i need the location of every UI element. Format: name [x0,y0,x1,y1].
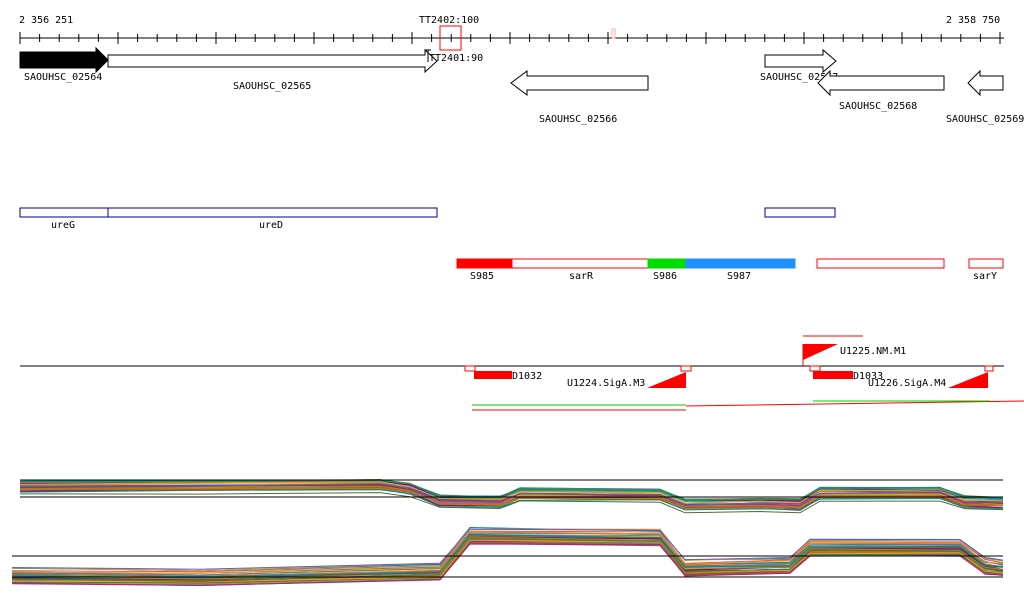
srna-label-sary: sarY [973,271,997,282]
srna-box-sary[interactable] [968,258,1004,269]
gene-arrow-saouhsc-02565[interactable] [107,48,438,74]
operon-box-ured[interactable] [107,207,438,218]
gene-label-saouhsc-02568: SAOUHSC_02568 [839,101,917,112]
expression-line [11,531,1004,574]
coverage-line-red-1 [685,400,1024,407]
expression-lines-2 [11,526,1004,587]
gene-arrow-saouhsc-02568[interactable] [817,69,945,97]
promoter-track: D1032 U1224.SigA.M3 U1225.NM.M1 D1033 U1… [20,335,1024,411]
gene-arrow-saouhsc-02567[interactable] [764,48,837,74]
expression-line [11,533,1004,579]
srna-box-s987[interactable] [685,258,796,269]
ruler-small-marker [611,28,616,39]
promoter-tick-d1033 [809,365,821,372]
expression-lines-1 [19,479,1004,514]
gene-arrow-saouhsc-02569[interactable] [967,69,1004,97]
ruler-start-label: 2 356 251 [19,15,73,26]
operon-box-ureg[interactable] [19,207,109,218]
expression-line [19,481,1004,504]
promoter-label-d1033: D1033 [853,371,883,382]
expression-line [11,542,1004,584]
srna-label-s986: S986 [653,271,677,282]
operon-box-unnamed[interactable] [764,207,836,218]
gene-arrow-saouhsc-02564[interactable] [19,46,109,74]
gene-label-saouhsc-02569: SAOUHSC_02569 [946,114,1024,125]
gene-arrow-saouhsc-02566[interactable] [510,70,649,96]
operon-track: ureG ureD [19,207,836,231]
promoter-box-d1033[interactable] [813,371,853,379]
promoter-wedge-u1225[interactable] [803,344,838,360]
ruler-end-label: 2 358 750 [946,15,1000,26]
promoter-box-d1032[interactable] [474,371,512,379]
expression-line [11,543,1004,586]
expression-track-2 [11,526,1004,587]
expression-track-1 [19,479,1004,514]
terminator-label: TT2401:90 [429,53,483,64]
operon-label-ureg: ureG [51,220,75,231]
gene-label-saouhsc-02565: SAOUHSC_02565 [233,81,311,92]
ruler-marker-label: TT2402:100 [419,15,479,26]
operon-label-ured: ureD [259,220,283,231]
srna-label-s985: S985 [470,271,494,282]
gene-label-saouhsc-02567: SAOUHSC_02567 [760,72,838,83]
promoter-label-u1224: U1224.SigA.M3 [567,378,645,389]
promoter-wedge-u1224[interactable] [647,372,686,388]
srna-track: S985 sarR S986 S987 sarY [456,258,1004,282]
promoter-label-u1225: U1225.NM.M1 [840,346,906,357]
promoter-label-d1032: D1032 [512,371,542,382]
srna-box-unnamed[interactable] [816,258,945,269]
promoter-tick-d1032 [464,365,476,372]
gene-label-saouhsc-02566: SAOUHSC_02566 [539,114,617,125]
srna-label-sarr: sarR [569,271,594,282]
ruler-marker-box[interactable] [439,25,462,51]
expression-line [19,492,1004,514]
srna-box-s986[interactable] [647,258,687,269]
expression-line [19,479,1004,501]
promoter-tick-u1226 [984,365,994,372]
expression-line [11,530,1004,573]
promoter-label-u1226: U1226.SigA.M4 [868,378,946,389]
promoter-wedge-u1226[interactable] [948,372,988,388]
promoter-tick-u1224 [680,365,692,372]
srna-box-sarr[interactable] [511,258,649,269]
expression-line [11,528,1004,570]
ruler-ticks [19,32,1001,44]
srna-label-s987: S987 [727,271,751,282]
gene-label-saouhsc-02564: SAOUHSC_02564 [24,72,102,83]
gene-track: SAOUHSC_02564 SAOUHSC_02565 TT2401:90 SA… [19,46,1024,125]
expression-line [19,483,1004,506]
srna-box-s985[interactable] [456,258,513,269]
expression-line [19,488,1004,509]
ruler-track: 2 356 251 2 358 750 TT2402:100 [19,15,1004,51]
